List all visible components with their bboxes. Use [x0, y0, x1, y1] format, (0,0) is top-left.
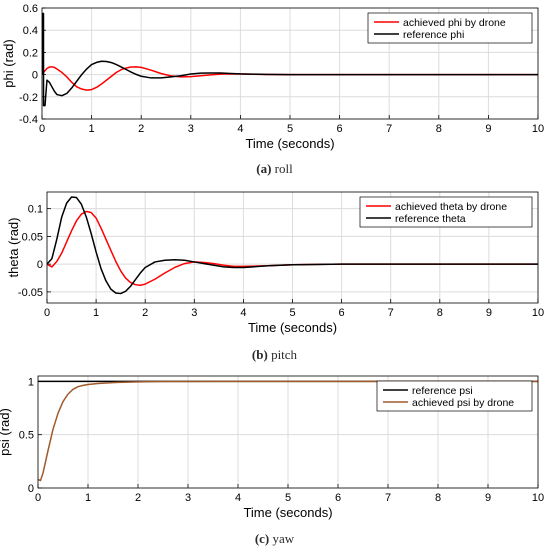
y-tick-label: 0.6: [23, 3, 38, 15]
x-tick-label: 3: [191, 307, 197, 319]
y-tick-label: 0: [37, 259, 43, 271]
caption-tag: (b): [251, 347, 268, 362]
legend-label: reference theta: [395, 213, 466, 225]
series-line-reference-phi: [42, 12, 538, 107]
x-tick-label: 5: [289, 307, 295, 319]
x-tick-label: 10: [532, 492, 544, 504]
caption-yaw: (c) yaw: [0, 531, 549, 547]
x-tick-label: 4: [235, 492, 241, 504]
x-tick-label: 4: [237, 123, 243, 135]
x-tick-label: 2: [142, 307, 148, 319]
x-tick-label: 10: [532, 307, 544, 319]
caption-tag: (a): [256, 161, 272, 176]
x-axis-label: Time (seconds): [248, 320, 337, 335]
caption-text: yaw: [272, 531, 295, 546]
legend-box: [376, 380, 533, 412]
x-tick-label: 4: [240, 307, 246, 319]
x-tick-label: 10: [532, 123, 544, 135]
y-axis-label: theta (rad): [6, 218, 21, 278]
y-tick-label: 0.2: [23, 47, 38, 59]
x-tick-label: 0: [44, 307, 50, 319]
x-tick-label: 7: [386, 123, 392, 135]
x-tick-label: 0: [35, 492, 41, 504]
y-tick-label: 0.4: [23, 25, 38, 37]
caption-tag: (c): [254, 531, 270, 546]
legend-label: reference phi: [403, 29, 464, 41]
x-tick-label: 3: [185, 492, 191, 504]
x-tick-label: 2: [138, 123, 144, 135]
axes-frame: [37, 375, 539, 489]
y-tick-label: 0.1: [28, 204, 43, 216]
caption-roll: (a) roll: [0, 161, 549, 177]
x-tick-label: 8: [437, 307, 443, 319]
axes-frame: [41, 7, 539, 120]
y-tick-label: -0.2: [19, 92, 38, 104]
y-tick-label: 0.5: [19, 430, 34, 442]
y-tick-label: 0: [28, 483, 34, 495]
x-tick-label: 9: [486, 307, 492, 319]
caption-text: pitch: [271, 347, 298, 362]
series-line-achieved-psi-by-drone: [38, 380, 538, 482]
caption-text: roll: [274, 161, 293, 176]
legend-box: [359, 196, 533, 228]
y-tick-label: 0: [32, 70, 38, 82]
legend-label: reference psi: [412, 385, 473, 397]
x-tick-label: 1: [85, 492, 91, 504]
legend-label: achieved theta by drone: [395, 201, 507, 213]
y-tick-label: 1: [28, 376, 34, 388]
x-tick-label: 1: [93, 307, 99, 319]
x-tick-label: 8: [436, 123, 442, 135]
x-tick-label: 9: [485, 492, 491, 504]
x-tick-label: 6: [337, 123, 343, 135]
x-axis-label: Time (seconds): [245, 136, 334, 151]
caption-pitch: (b) pitch: [0, 347, 549, 363]
legend-box: [367, 12, 533, 44]
x-tick-label: 7: [388, 307, 394, 319]
y-axis-label: psi (rad): [0, 408, 12, 456]
x-tick-label: 3: [188, 123, 194, 135]
legend-label: achieved phi by drone: [403, 17, 506, 29]
y-axis-label: phi (rad): [1, 39, 16, 87]
x-tick-label: 1: [89, 123, 95, 135]
x-tick-label: 8: [435, 492, 441, 504]
y-tick-label: -0.4: [19, 114, 38, 126]
x-tick-label: 0: [39, 123, 45, 135]
y-tick-label: -0.05: [18, 287, 43, 299]
x-tick-label: 7: [385, 492, 391, 504]
x-axis-label: Time (seconds): [243, 505, 332, 520]
series-line-reference-theta: [47, 196, 538, 295]
x-tick-label: 6: [335, 492, 341, 504]
legend-label: achieved psi by drone: [412, 397, 514, 409]
axes-frame: [46, 191, 539, 304]
x-tick-label: 6: [339, 307, 345, 319]
x-tick-label: 5: [285, 492, 291, 504]
x-tick-label: 2: [135, 492, 141, 504]
x-tick-label: 5: [287, 123, 293, 135]
y-tick-label: 0.05: [22, 231, 43, 243]
x-tick-label: 9: [485, 123, 491, 135]
